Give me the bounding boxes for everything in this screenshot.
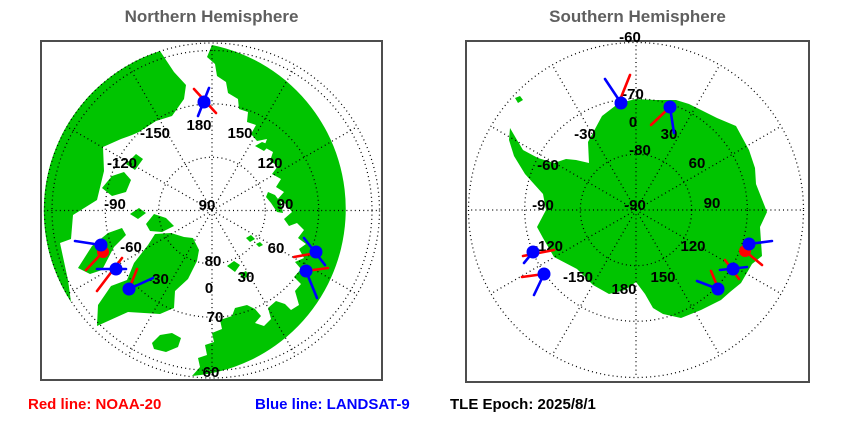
landmass: [227, 261, 240, 272]
landmass: [256, 242, 263, 247]
landmass: [255, 142, 270, 151]
graticule-label: 150: [227, 125, 252, 142]
meridian-line: [635, 125, 782, 211]
meridian-line: [127, 210, 213, 356]
meridian-line: [66, 209, 213, 295]
landsat9-marker-dot: [122, 282, 136, 296]
map-boundary-circle: [467, 41, 805, 379]
landmass: [509, 99, 767, 318]
landsat9-marker-dot: [526, 245, 540, 259]
meridian-line: [490, 125, 637, 211]
graticule-label: 30: [661, 126, 678, 143]
graticule-label: 90: [277, 196, 294, 213]
graticule-label: -150: [563, 269, 593, 286]
landsat9-marker-dot: [742, 237, 756, 251]
latitude-circle: [104, 103, 320, 318]
south-panel-title: Southern Hemisphere: [549, 7, 726, 26]
graticule-label: -120: [107, 155, 137, 172]
graticule-label: 0: [205, 280, 213, 297]
landsat9-marker-dot: [663, 100, 677, 114]
landmass: [515, 96, 523, 103]
south-hemisphere-map: 0 -30 30 -60 60 -90 90 -120 120 -150 150 180 -90 -80 -…: [465, 29, 810, 383]
graticule-label: -70: [622, 86, 644, 103]
graticule-label: 60: [268, 240, 285, 257]
graticule-label: -80: [629, 142, 651, 159]
graticule-label: -90: [624, 197, 646, 214]
meridian-line: [211, 126, 358, 212]
graticule-label: -150: [140, 125, 170, 142]
legend-tle-epoch: TLE Epoch: 2025/8/1: [450, 396, 596, 413]
graticule-label: 120: [680, 238, 705, 255]
landsat9-marker-dot: [299, 264, 313, 278]
meridian-line: [635, 209, 782, 295]
graticule-label: -30: [574, 126, 596, 143]
landmass: [192, 45, 346, 376]
landsat9-marker-dot: [94, 238, 108, 252]
south-map-canvas: 0 -30 30 -60 60 -90 90 -120 120 -150 150 180 -90 -80 -…: [467, 29, 805, 379]
noaa20-track-line: [743, 249, 764, 267]
meridian-line: [635, 209, 721, 356]
graticule-label: 120: [257, 155, 282, 172]
graticule-label: -60: [619, 29, 641, 46]
graticule-label: 180: [611, 281, 636, 298]
meridian-line: [211, 209, 358, 295]
landmass: [146, 214, 174, 232]
landsat9-marker-dot: [711, 282, 725, 296]
landmass: [102, 172, 131, 196]
latitude-circle: [524, 98, 748, 322]
landsat9-marker-dot: [197, 95, 211, 109]
landmass: [126, 154, 143, 170]
landmass: [240, 271, 249, 279]
landmass: [266, 192, 283, 213]
graticule-label: 90: [199, 197, 216, 214]
map-boundary-circle: [43, 42, 381, 379]
landmass: [152, 333, 181, 352]
landsat9-marker-dot: [309, 245, 323, 259]
landsat9-marker-dot: [726, 262, 740, 276]
meridian-line: [551, 64, 637, 211]
graticule-label: -30: [147, 271, 169, 288]
landmass: [43, 51, 186, 302]
noaa20-track-line: [84, 250, 105, 272]
meridian-line: [551, 209, 637, 356]
meridian-line: [490, 209, 637, 295]
graticule-label: 180: [186, 117, 211, 134]
graticule-label: 80: [205, 253, 222, 270]
graticule-label: -90: [104, 196, 126, 213]
landmass: [130, 208, 146, 219]
graticule-label: 60: [203, 364, 220, 381]
graticule-label: -60: [537, 157, 559, 174]
latitude-circle: [579, 153, 693, 267]
graticule-label: 90: [704, 195, 721, 212]
graticule-label: 60: [689, 155, 706, 172]
meridian-line: [635, 64, 721, 211]
graticule-label: 30: [238, 269, 255, 286]
graticule-label: 150: [650, 269, 675, 286]
legend-landsat9: Blue line: LANDSAT-9: [255, 396, 410, 413]
meridian-line: [211, 210, 297, 356]
graticule-label: 70: [207, 309, 224, 326]
noaa20-track-line: [618, 73, 632, 102]
landsat9-marker-dot: [537, 267, 551, 281]
landsat9-marker-dot: [109, 262, 123, 276]
north-hemisphere-map: 180 -150 150 -120 120 -90 90 -60 60 -30 30 0 90 80 70 6…: [40, 40, 383, 381]
graticule-label: 0: [629, 114, 637, 131]
latitude-circle: [158, 156, 266, 265]
meridian-line: [211, 65, 297, 211]
meridian-line: [127, 65, 213, 211]
meridian-line: [66, 126, 213, 212]
graticule-label: -90: [532, 197, 554, 214]
landsat9-marker-dot: [614, 96, 628, 110]
north-map-canvas: 180 -150 150 -120 120 -90 90 -60 60 -30 30 0 90 80 70 6…: [43, 42, 381, 381]
landmass: [246, 235, 255, 242]
north-panel-title: Northern Hemisphere: [124, 7, 299, 26]
legend-noaa20: Red line: NOAA-20: [28, 396, 162, 413]
graticule-label: -120: [533, 238, 563, 255]
graticule-label: -60: [120, 239, 142, 256]
